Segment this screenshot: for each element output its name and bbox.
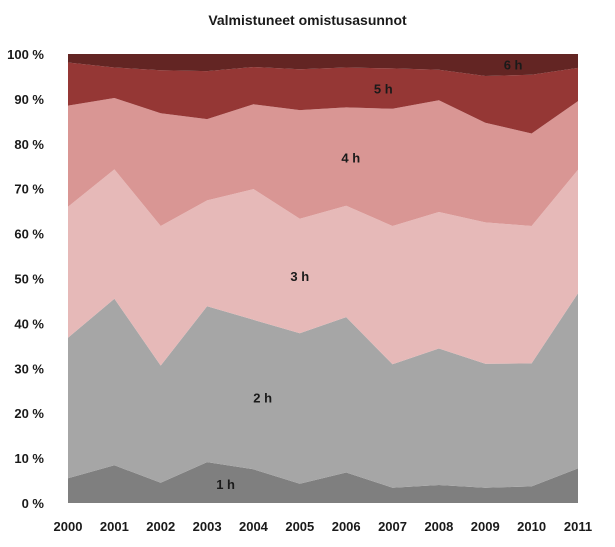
y-axis: 0 % 10 % 20 % 30 % 40 % 50 % 60 % 70 % 80 % 90 % 1… (7, 47, 44, 511)
y-tick-label: 60 % (14, 227, 44, 242)
series-labels: 1 h 2 h 3 h 4 h 5 h 6 h (216, 58, 522, 492)
x-axis: 2000 2001 2002 2003 2004 2005 2006 2007 2008 2009… (54, 519, 593, 534)
y-tick-label: 30 % (14, 361, 44, 376)
x-tick-label: 2003 (193, 519, 222, 534)
series-label: 1 h (216, 477, 235, 492)
series-label: 5 h (374, 81, 393, 96)
area-5h (68, 62, 578, 134)
y-tick-label: 80 % (14, 137, 44, 152)
area-layers (68, 54, 578, 503)
y-tick-label: 70 % (14, 182, 44, 197)
x-tick-label: 2009 (471, 519, 500, 534)
area-2h (68, 293, 578, 488)
x-tick-label: 2001 (100, 519, 129, 534)
x-tick-label: 2007 (378, 519, 407, 534)
series-label: 4 h (341, 151, 360, 166)
series-label: 2 h (253, 390, 272, 405)
area-3h (68, 169, 578, 366)
y-tick-label: 10 % (14, 451, 44, 466)
y-tick-label: 50 % (14, 272, 44, 287)
area-1h (68, 462, 578, 503)
x-tick-label: 2002 (146, 519, 175, 534)
series-label: 3 h (290, 269, 309, 284)
x-tick-label: 2005 (285, 519, 314, 534)
y-tick-label: 100 % (7, 47, 44, 62)
x-tick-label: 2010 (517, 519, 546, 534)
x-tick-label: 2000 (54, 519, 83, 534)
series-label: 6 h (504, 58, 523, 73)
x-tick-label: 2008 (424, 519, 453, 534)
x-tick-label: 2004 (239, 519, 269, 534)
y-tick-label: 20 % (14, 406, 44, 421)
chart-title: Valmistuneet omistusasunnot (208, 12, 407, 28)
area-4h (68, 98, 578, 226)
x-tick-label: 2006 (332, 519, 361, 534)
y-tick-label: 90 % (14, 92, 44, 107)
area-6h (68, 54, 578, 76)
y-tick-label: 0 % (22, 496, 45, 511)
y-tick-label: 40 % (14, 316, 44, 331)
x-tick-label: 2011 (564, 519, 592, 534)
